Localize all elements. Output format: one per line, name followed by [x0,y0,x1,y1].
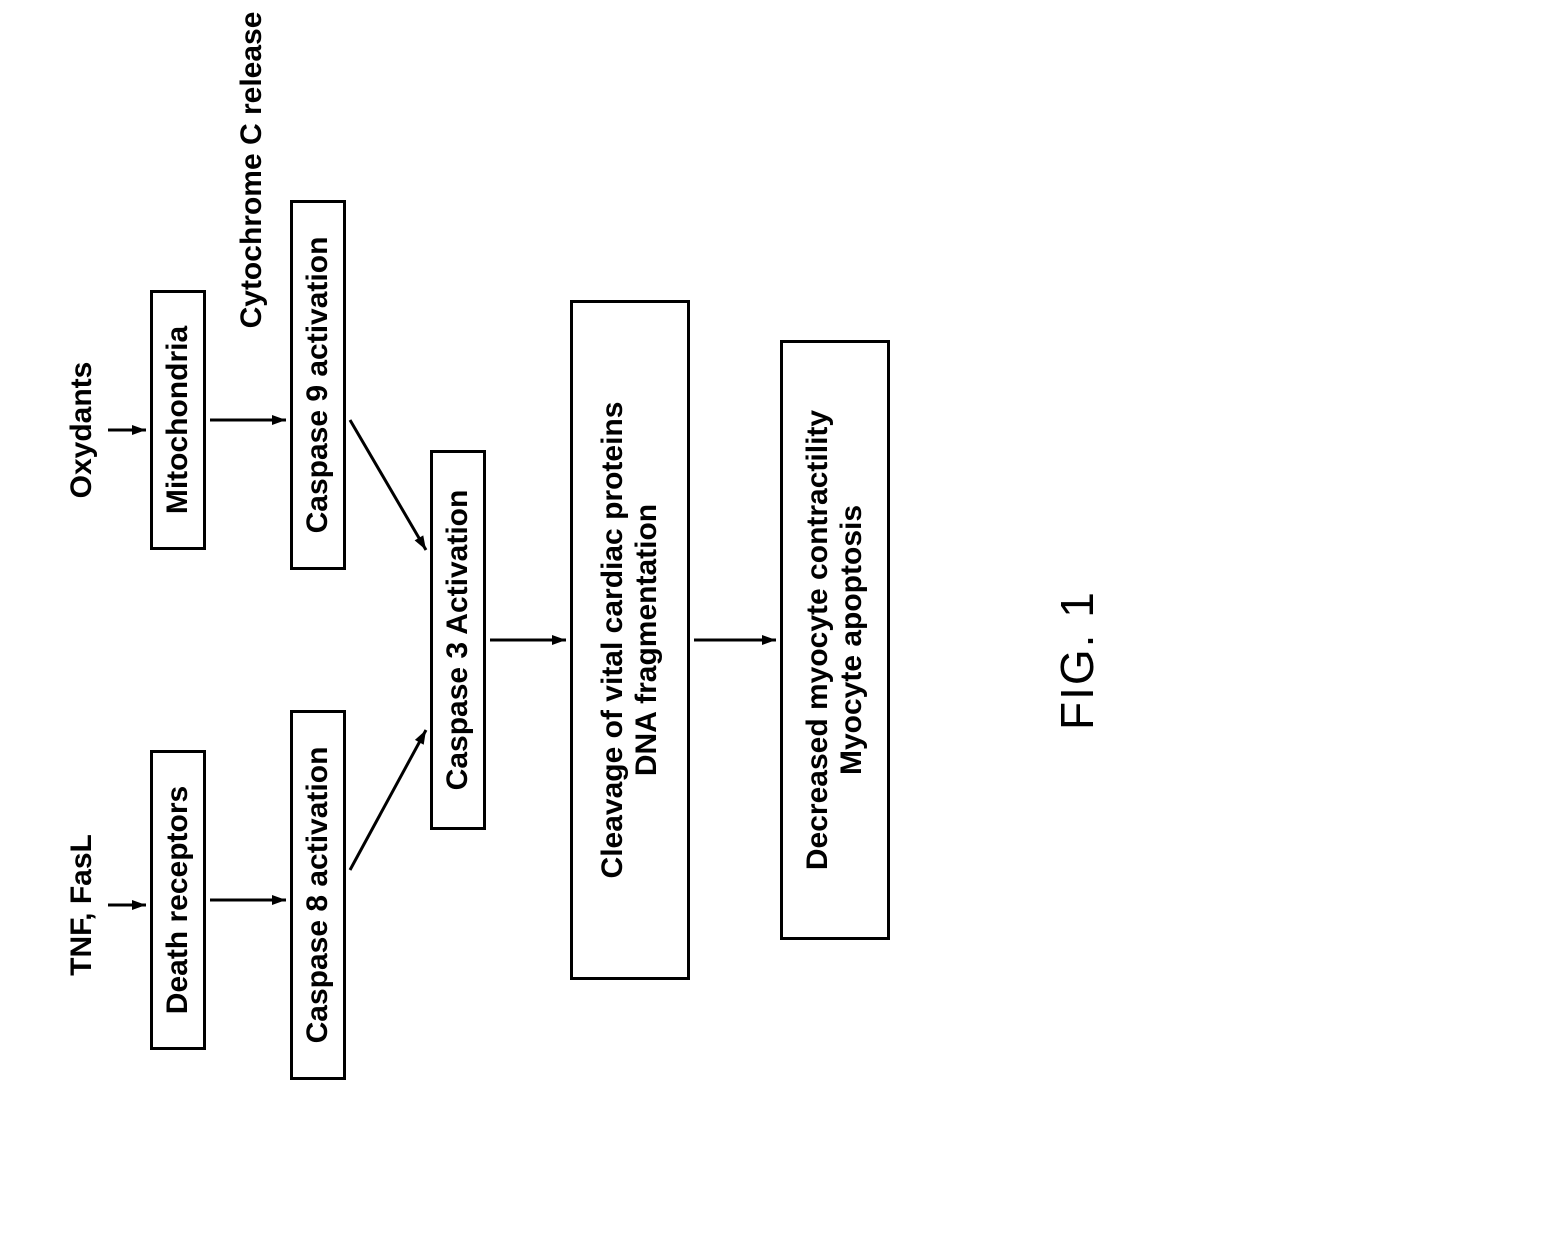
node-c8: Caspase 8 activation [290,710,346,1080]
figure-label: FIG. 1 [1050,490,1110,730]
diagram-stage: TNF, FasL Oxydants Death receptors Mitochon… [0,0,1545,1250]
node-cleave: Cleavage of vital cardiac proteins DNA f… [570,300,690,980]
node-tnf: TNF, FasL [60,795,104,1015]
arrow-c9-c3 [350,420,426,550]
arrow-c3-cleave [490,635,566,645]
node-c9: Caspase 9 activation [290,200,346,570]
arrow-tnf-death [108,900,146,910]
arrow-death-c8 [210,895,286,905]
node-c3: Caspase 3 Activation [430,450,486,830]
arrow-cleave-outcome [694,635,776,645]
arrow-oxy-mito [108,425,146,435]
node-mito: Mitochondria [150,290,206,550]
node-oxy: Oxydants [60,330,104,530]
node-cytc: Cytochrome C release [230,0,274,380]
node-death: Death receptors [150,750,206,1050]
arrow-mito-cytc [210,415,286,425]
arrow-c8-c3 [350,730,426,870]
node-outcome: Decreased myocyte contractility Myocyte … [780,340,890,940]
